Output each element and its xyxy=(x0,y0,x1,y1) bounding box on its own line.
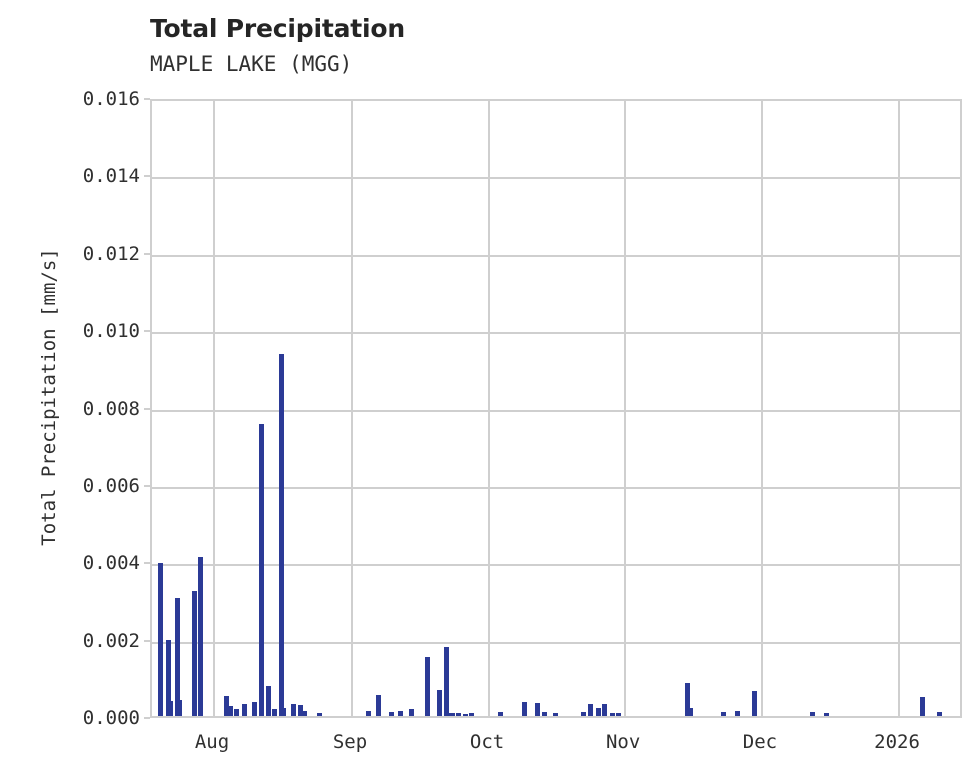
bar xyxy=(609,712,615,716)
x-axis-tick-label: Aug xyxy=(194,731,230,753)
y-axis-tick-mark xyxy=(144,175,150,178)
bar xyxy=(301,711,307,716)
bar xyxy=(266,686,271,716)
gridline-horizontal xyxy=(152,564,960,567)
y-axis-tick-mark xyxy=(144,252,150,255)
y-axis-tick-label: 0.014 xyxy=(82,165,140,188)
bar xyxy=(443,647,449,716)
bar xyxy=(297,705,303,716)
bar xyxy=(192,591,198,716)
chart-title: Total Precipitation xyxy=(150,14,405,43)
bar xyxy=(167,701,173,716)
bar xyxy=(542,712,547,716)
bar xyxy=(437,690,442,716)
bar xyxy=(197,557,203,716)
bar xyxy=(177,699,182,716)
bar xyxy=(809,712,815,716)
y-axis-tick-mark xyxy=(144,407,150,410)
bar xyxy=(552,712,558,716)
bar xyxy=(587,704,593,716)
bar xyxy=(424,656,430,716)
y-axis-tick-label: 0.006 xyxy=(82,474,140,497)
bar xyxy=(389,711,395,716)
x-axis-tick-label: Nov xyxy=(605,731,641,753)
bar xyxy=(596,707,601,716)
bar xyxy=(522,702,528,716)
bar xyxy=(278,353,284,716)
plot-area xyxy=(150,99,962,718)
bar xyxy=(224,696,230,716)
chart-subtitle: MAPLE LAKE (MGG) xyxy=(150,52,353,76)
bar xyxy=(456,713,461,716)
gridline-horizontal xyxy=(152,254,960,257)
bar xyxy=(281,708,287,716)
y-axis-tick-mark xyxy=(144,484,150,487)
bar xyxy=(228,705,233,716)
bar xyxy=(602,703,607,716)
gridline-vertical xyxy=(760,101,763,716)
y-axis-tick-mark xyxy=(144,98,150,100)
bar xyxy=(735,711,741,716)
bar xyxy=(469,712,474,716)
bar xyxy=(242,704,248,716)
bar xyxy=(158,563,163,716)
y-axis-tick-label: 0.012 xyxy=(82,242,140,265)
bar xyxy=(398,710,404,716)
x-axis-tick-label: Sep xyxy=(332,731,368,753)
x-axis-tick-label: Oct xyxy=(469,731,505,753)
y-axis-tick-label: 0.008 xyxy=(82,397,140,420)
bar xyxy=(252,702,258,716)
bar xyxy=(720,711,726,716)
gridline-vertical xyxy=(488,101,491,716)
bar xyxy=(450,713,455,716)
gridline-vertical xyxy=(350,101,353,716)
bar xyxy=(234,708,239,716)
gridline-horizontal xyxy=(152,177,960,180)
gridline-horizontal xyxy=(152,486,960,489)
gridline-horizontal xyxy=(152,641,960,644)
gridline-vertical xyxy=(624,101,627,716)
bar xyxy=(580,712,586,716)
y-axis-tick-mark xyxy=(144,639,150,642)
bar xyxy=(751,691,757,716)
y-axis-tick-label: 0.016 xyxy=(82,88,140,110)
bar xyxy=(446,712,452,716)
y-axis-tick-mark xyxy=(144,562,150,565)
y-axis-tick-label: 0.000 xyxy=(82,707,140,729)
bar xyxy=(497,712,503,716)
gridline-horizontal xyxy=(152,332,960,335)
bar xyxy=(259,423,265,716)
bar xyxy=(272,709,277,716)
gridline-vertical xyxy=(213,101,216,716)
y-axis-tick-mark xyxy=(144,330,150,333)
bar xyxy=(462,713,468,716)
bar xyxy=(174,598,180,716)
bar xyxy=(615,712,621,716)
bar xyxy=(535,702,541,716)
x-axis-tick-label: 2026 xyxy=(874,731,920,753)
bar xyxy=(316,712,322,716)
y-axis-tick-label: 0.010 xyxy=(82,320,140,343)
bar xyxy=(688,708,693,716)
gridline-vertical xyxy=(898,101,901,716)
y-axis-tick-label: 0.002 xyxy=(82,629,140,652)
y-axis-tick-mark xyxy=(144,717,150,719)
x-axis-tick-label: Dec xyxy=(742,731,778,753)
bar xyxy=(684,683,690,716)
bar xyxy=(824,712,829,716)
gridline-horizontal xyxy=(152,409,960,412)
bar xyxy=(376,694,382,716)
y-axis-tick-label: 0.004 xyxy=(82,552,140,575)
bar xyxy=(291,704,296,716)
bar xyxy=(919,696,925,716)
bar xyxy=(408,709,414,716)
bar xyxy=(936,712,942,716)
bar xyxy=(365,711,371,716)
bar xyxy=(165,639,171,716)
